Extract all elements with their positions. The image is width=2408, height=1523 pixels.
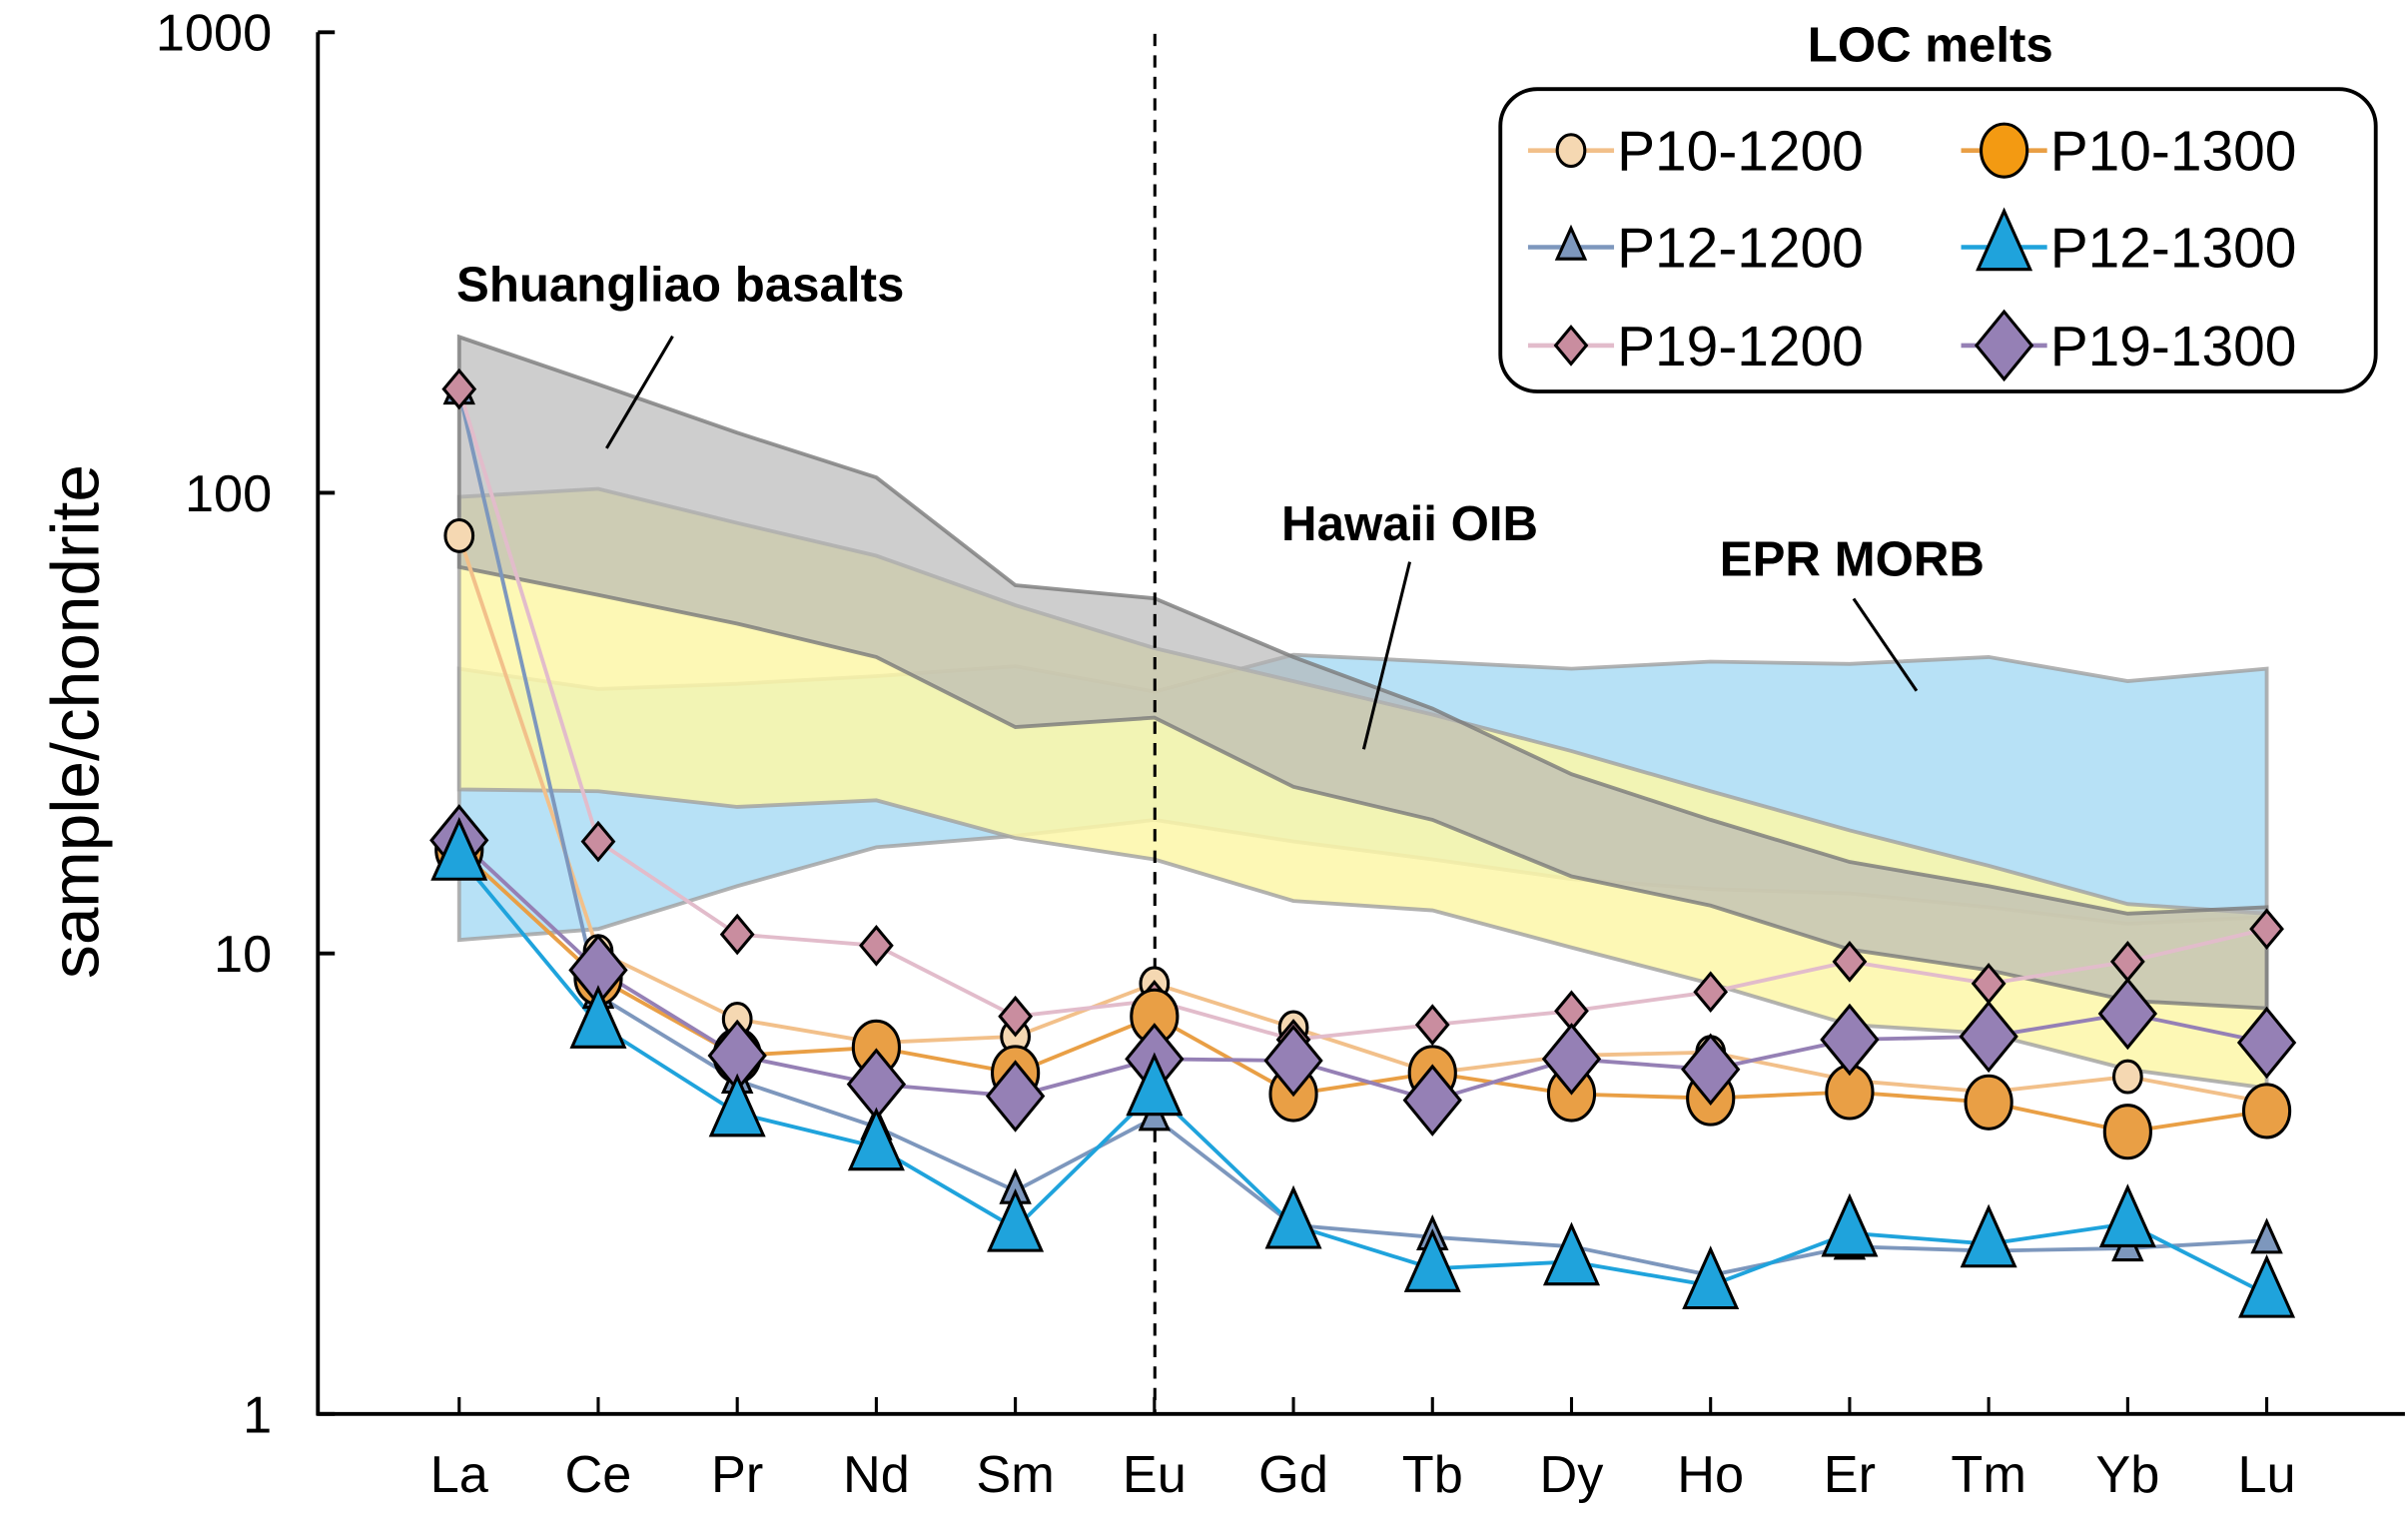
x-tick-label-yb: Yb xyxy=(2095,1446,2159,1504)
x-ticks: La Ce Pr Nd Sm Eu Gd Tb Dy Ho Er Tm Yb Lu xyxy=(430,1396,2296,1504)
x-tick-label-nd: Nd xyxy=(843,1446,910,1504)
annotation-leader-hawaii xyxy=(1361,561,1412,750)
series-layer xyxy=(429,368,2297,1318)
y-tick-label: 1000 xyxy=(156,5,272,63)
legend-marker-triangle-icon xyxy=(1554,224,1588,261)
x-tick-label-dy: Dy xyxy=(1540,1446,1605,1504)
legend-item-p12-1200: P12-1200 xyxy=(1527,217,1864,280)
x-tick-label-ce: Ce xyxy=(565,1446,632,1504)
series-line-p19-1200 xyxy=(456,387,2268,1042)
series-line-p10-1200 xyxy=(456,534,2267,1105)
point-p12-1300-eu xyxy=(1126,1052,1184,1117)
legend-item-p12-1300: P12-1300 xyxy=(1961,207,2297,280)
point-p19-1200-ce xyxy=(580,820,616,863)
point-p12-1300-la xyxy=(430,817,488,881)
series-line-p12-1300 xyxy=(457,855,2268,1296)
legend-marker-triangle-icon xyxy=(1976,207,2033,272)
annotation-leader-shuangliao xyxy=(605,335,674,449)
point-p19-1300-tm xyxy=(1959,1000,2018,1074)
legend-label: P12-1200 xyxy=(1617,217,1864,280)
point-p12-1200-lu xyxy=(2250,1217,2283,1254)
point-p19-1300-sm xyxy=(985,1060,1046,1133)
point-p19-1300-ho xyxy=(1681,1033,1741,1107)
point-p12-1300-tb xyxy=(1403,1228,1461,1292)
point-p10-1300-lu xyxy=(2241,1083,2292,1140)
legend-item-p19-1300: P19-1300 xyxy=(1961,309,2297,382)
x-tick-label-tb: Tb xyxy=(1402,1446,1463,1504)
legend-marker-circle-icon xyxy=(1555,133,1587,169)
legend-label: P10-1200 xyxy=(1617,121,1864,184)
point-p19-1200-lu xyxy=(2249,908,2284,951)
legend-label: P10-1300 xyxy=(2050,121,2297,184)
point-p12-1300-nd xyxy=(847,1107,905,1171)
point-p12-1300-er xyxy=(1821,1192,1879,1257)
point-p19-1200-er xyxy=(1832,940,1868,983)
label-epr-morb: EPR MORB xyxy=(1720,531,1985,586)
legend-label: P19-1300 xyxy=(2050,316,2297,379)
point-p19-1300-er xyxy=(1820,1003,1880,1077)
legend-marker-circle-icon xyxy=(1980,122,2029,179)
point-p19-1200-ho xyxy=(1693,971,1729,1014)
point-p12-1300-lu xyxy=(2238,1253,2296,1318)
point-p12-1300-pr xyxy=(708,1073,766,1138)
y-tick-label: 1 xyxy=(243,1386,272,1444)
x-tick-label-eu: Eu xyxy=(1123,1446,1187,1504)
point-p12-1300-ce xyxy=(569,985,627,1049)
series-line-p12-1200 xyxy=(456,390,2267,1277)
series-markers-p12-1300 xyxy=(430,817,2296,1318)
point-p19-1300-lu xyxy=(2236,1006,2297,1080)
x-tick-label-la: La xyxy=(430,1446,489,1504)
legend-box xyxy=(1498,87,2378,393)
point-p10-1200-yb xyxy=(2111,1059,2143,1095)
x-tick-label-pr: Pr xyxy=(711,1446,763,1504)
legend: P10-1200 P10-1300 P12-1200 P12-1300 P19-1200… xyxy=(1527,121,2297,382)
point-p19-1200-nd xyxy=(859,924,894,967)
x-tick-label-sm: Sm xyxy=(976,1446,1054,1504)
x-tick-label-ho: Ho xyxy=(1677,1446,1744,1504)
y-tick-label: 10 xyxy=(214,926,272,984)
legend-item-p10-1300: P10-1300 xyxy=(1961,121,2297,184)
point-p19-1200-la xyxy=(441,368,477,410)
x-tick-label-er: Er xyxy=(1824,1446,1876,1504)
point-p10-1200-la xyxy=(443,517,475,553)
point-p12-1300-tm xyxy=(1960,1203,2017,1268)
point-p19-1300-yb xyxy=(2097,977,2158,1051)
point-p12-1300-gd xyxy=(1264,1184,1322,1249)
legend-title: LOC melts xyxy=(1808,17,2053,72)
point-p10-1300-tm xyxy=(1964,1074,2013,1131)
legend-item-p19-1200: P19-1200 xyxy=(1527,316,1864,379)
point-p19-1200-tb xyxy=(1414,1004,1450,1046)
y-tick-label: 100 xyxy=(185,465,272,523)
legend-item-p10-1200: P10-1200 xyxy=(1527,121,1864,184)
x-tick-label-lu: Lu xyxy=(2237,1446,2295,1504)
annotation-leader-epr xyxy=(1852,597,1919,692)
point-p19-1200-sm xyxy=(998,995,1033,1038)
point-p19-1300-tb xyxy=(1402,1064,1462,1137)
legend-label: P19-1200 xyxy=(1617,316,1864,379)
x-tick-label-tm: Tm xyxy=(1951,1446,2025,1504)
x-tick-label-gd: Gd xyxy=(1258,1446,1328,1504)
point-p12-1300-yb xyxy=(2098,1183,2156,1247)
point-p10-1300-yb xyxy=(2102,1104,2152,1160)
label-shuangliao-basalts: Shuangliao basalts xyxy=(456,257,904,312)
point-p12-1300-dy xyxy=(1542,1221,1600,1286)
legend-marker-diamond-icon xyxy=(1553,325,1589,367)
point-p19-1300-dy xyxy=(1541,1023,1602,1096)
point-p19-1200-pr xyxy=(719,913,755,956)
legend-marker-diamond-icon xyxy=(1974,309,2034,382)
point-p19-1300-gd xyxy=(1263,1024,1323,1098)
legend-label: P12-1300 xyxy=(2050,217,2297,280)
point-p12-1300-sm xyxy=(987,1187,1045,1252)
point-p12-1300-ho xyxy=(1682,1245,1740,1310)
y-axis-title: sample/chondrite xyxy=(38,464,113,979)
label-hawaii-oib: Hawaii OIB xyxy=(1281,496,1538,551)
y-ticks: 1 10 100 1000 xyxy=(156,5,336,1444)
